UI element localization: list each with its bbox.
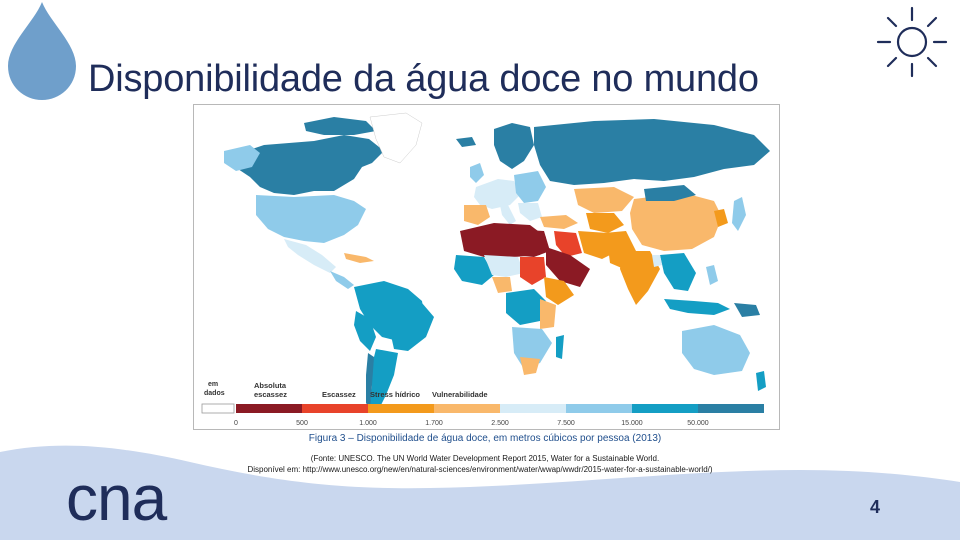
map-central-america [330,271,354,289]
map-australia [682,325,750,375]
legend-tick-6: 15.000 [621,420,643,427]
map-bangladesh [652,255,662,267]
legend-swatch-15000-50000 [632,404,698,413]
figure-source-line1: (Fonte: UNESCO. The UN World Water Devel… [310,454,660,463]
map-mexico [284,239,336,273]
legend-cat1-line2: escassez [254,390,287,399]
map-libya-egypt [508,229,550,257]
map-east-africa [540,299,556,329]
legend-tick-1: 500 [296,420,308,427]
map-indonesia [664,299,730,315]
legend-tick-5: 7.500 [557,420,575,427]
map-south-africa [520,357,540,375]
page-number: 4 [870,497,881,517]
map-korea [714,209,728,227]
legend-swatch-water-stress [368,404,434,413]
cna-logo: cna [66,462,167,534]
legend-tick-3: 1.700 [425,420,443,427]
map-madagascar [556,335,564,359]
legend-cat3-label: Stress hídrico [370,390,420,399]
map-mongolia [644,185,696,201]
legend-swatch-7500-15000 [566,404,632,413]
map-central-asia [586,213,624,233]
map-russia [534,119,770,185]
map-philippines [706,265,718,285]
legend-swatch-no-data [201,403,235,414]
legend-no-data-line2: dados [204,390,225,397]
map-india [620,251,660,305]
map-sudan [520,257,546,285]
map-caribbean [344,253,374,263]
legend-cat4-label: Vulnerabilidade [432,390,488,399]
map-usa [256,195,366,243]
slide-title: Disponibilidade da água doce no mundo [88,58,759,100]
legend-tick-0: 0 [234,420,238,427]
map-central-africa [506,289,546,325]
map-brazil-east [390,301,434,351]
footer-wave-decoration [0,445,960,540]
map-uk [470,163,484,183]
map-peru [354,311,376,351]
map-iceland [456,137,476,147]
map-horn-africa [544,277,574,305]
sun-icon [876,6,948,78]
legend-cat1-line1: Absoluta [254,381,287,390]
legend-tick-7: 50.000 [687,420,709,427]
map-scandinavia [494,123,534,169]
legend-tick-2: 1.000 [359,420,377,427]
water-drop-icon [8,2,76,100]
water-availability-map: em dados Absoluta escassez Escassez Stre… [193,104,780,430]
legend-swatch-over-50000 [698,404,764,413]
map-eastern-europe [514,171,546,203]
map-balkans [518,203,542,221]
map-nigeria [492,277,512,293]
legend-swatch-vulnerability [434,404,500,413]
legend-tick-4: 2.500 [491,420,509,427]
map-turkey [540,215,578,229]
figure-source-line2: Disponível em: http://www.unesco.org/new… [247,465,713,474]
map-west-africa [454,255,494,285]
map-chile [366,353,374,409]
map-argentina [370,349,398,411]
map-canada [234,135,384,195]
map-western-europe [474,179,520,209]
legend-cat2-label: Escassez [322,390,356,399]
map-southeast-asia [660,253,696,291]
figure-caption: Figura 3 – Disponibilidade de água doce,… [308,433,662,444]
legend-swatch-absolute-scarcity [236,404,302,413]
map-arabia [546,247,590,287]
map-papua [734,303,760,317]
legend-no-data-line1: em [208,381,218,388]
map-italy [500,205,516,225]
legend-swatch-2500-7500 [500,404,566,413]
map-japan [732,197,746,231]
map-new-zealand [756,371,766,391]
map-greenland [369,112,423,164]
legend-swatch-scarcity [302,404,368,413]
map-alaska [224,145,260,171]
map-middle-east [554,231,582,257]
map-legend: em dados Absoluta escassez Escassez Stre… [201,381,764,427]
map-china [630,193,722,251]
map-sahel [484,255,524,277]
map-kazakhstan [574,187,634,213]
map-iberia [464,205,490,225]
map-arctic-islands [304,117,376,135]
world-map-svg: em dados Absoluta escassez Escassez Stre… [201,112,770,427]
